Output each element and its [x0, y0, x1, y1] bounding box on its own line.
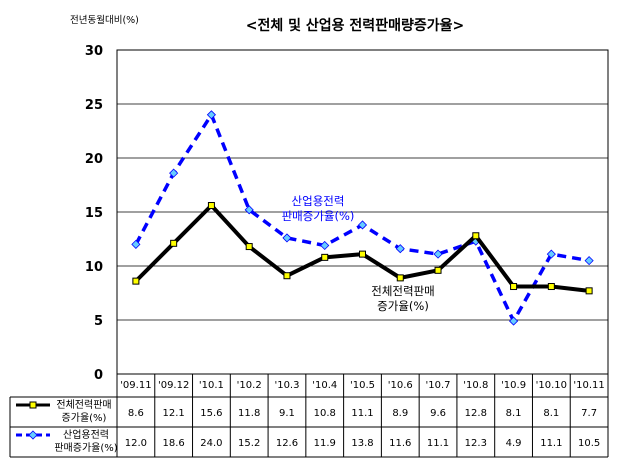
data-label: 10.8 [314, 408, 336, 419]
data-label: 12.0 [125, 438, 147, 449]
legend-label: 증가율(%) [62, 412, 107, 424]
data-point [282, 233, 292, 243]
data-label: 11.1 [427, 438, 449, 449]
data-point [206, 110, 216, 120]
series-line-1 [134, 113, 590, 323]
x-tick-label: '10.7 [426, 380, 451, 391]
series-line-0 [134, 203, 590, 293]
data-point [245, 243, 253, 251]
x-tick-label: '10.5 [350, 380, 375, 391]
data-point [320, 240, 330, 251]
data-label: 15.2 [238, 438, 260, 449]
y-tick-label: 5 [94, 314, 103, 329]
data-label: 12.8 [465, 408, 487, 419]
data-point [433, 249, 443, 259]
legend-key-marker [28, 430, 38, 440]
x-tick-label: '09.11 [120, 380, 151, 391]
data-label: 11.6 [389, 438, 411, 449]
data-label: 11.1 [351, 408, 373, 419]
data-point [472, 232, 480, 240]
data-label: 8.6 [128, 408, 144, 419]
data-point [396, 274, 404, 282]
data-label: 12.6 [276, 438, 298, 449]
data-label: 7.7 [581, 408, 597, 419]
data-label: 11.1 [540, 438, 562, 449]
y-tick-label: 0 [94, 368, 103, 383]
x-tick-label: '10.4 [312, 380, 337, 391]
data-point [207, 202, 215, 210]
data-label: 9.1 [279, 408, 295, 419]
data-point [395, 244, 405, 254]
data-label: 4.9 [506, 438, 522, 449]
x-tick-label: '10.8 [463, 380, 488, 391]
data-point [434, 266, 442, 274]
data-label: 15.6 [200, 408, 222, 419]
chart-title: <전체 및 산업용 전력판매량증가율> [246, 17, 464, 34]
x-tick-label: '10.3 [274, 380, 299, 391]
data-point [585, 287, 593, 295]
data-point [546, 249, 556, 259]
data-label: 24.0 [200, 438, 222, 449]
data-point [321, 253, 329, 261]
y-tick-label: 15 [85, 206, 103, 221]
x-tick-label: '10.2 [237, 380, 262, 391]
data-label: 11.9 [314, 438, 336, 449]
y-tick-label: 10 [85, 260, 103, 275]
data-label: 13.8 [351, 438, 373, 449]
data-point [547, 283, 555, 291]
data-label: 9.6 [430, 408, 446, 419]
data-label: 8.1 [543, 408, 559, 419]
y-tick-label: 30 [85, 44, 103, 59]
x-tick-label: '10.1 [199, 380, 224, 391]
data-point [283, 272, 291, 280]
data-point [509, 316, 519, 326]
y-tick-label: 25 [85, 98, 103, 113]
data-point [244, 205, 254, 215]
data-point [132, 277, 140, 285]
data-point [131, 239, 141, 249]
legend-key-marker [29, 401, 37, 409]
data-label: 11.8 [238, 408, 260, 419]
x-tick-label: '09.12 [158, 380, 189, 391]
data-label: 12.1 [163, 408, 185, 419]
legend-label: 산업용전력 [63, 428, 109, 441]
y-axis-label: 전년동월대비(%) [70, 14, 139, 26]
industrial-series-annotation: 판매증가율(%) [282, 209, 355, 223]
x-tick-label: '10.6 [388, 380, 413, 391]
x-tick-label: '10.10 [536, 380, 567, 391]
total-series-annotation: 증가율(%) [377, 299, 429, 313]
total-series-annotation: 전체전력판매 [371, 284, 434, 298]
data-point [510, 283, 518, 291]
legend-label: 전체전력판매 [56, 399, 111, 411]
data-point [359, 250, 366, 258]
y-tick-label: 20 [85, 152, 103, 167]
data-point [169, 168, 179, 178]
legend-label: 판매증가율(%) [54, 442, 117, 454]
data-label: 12.3 [465, 438, 487, 449]
data-point [584, 256, 594, 266]
data-label: 8.9 [392, 408, 408, 419]
plot-area-border [116, 49, 609, 375]
x-tick-label: '10.11 [573, 380, 604, 391]
data-label: 18.6 [163, 438, 185, 449]
industrial-series-annotation: 산업용전력 [292, 194, 345, 208]
data-label: 10.5 [578, 438, 600, 449]
data-point [170, 239, 178, 247]
x-tick-label: '10.9 [501, 380, 526, 391]
data-point [357, 220, 368, 230]
data-label: 8.1 [506, 408, 522, 419]
